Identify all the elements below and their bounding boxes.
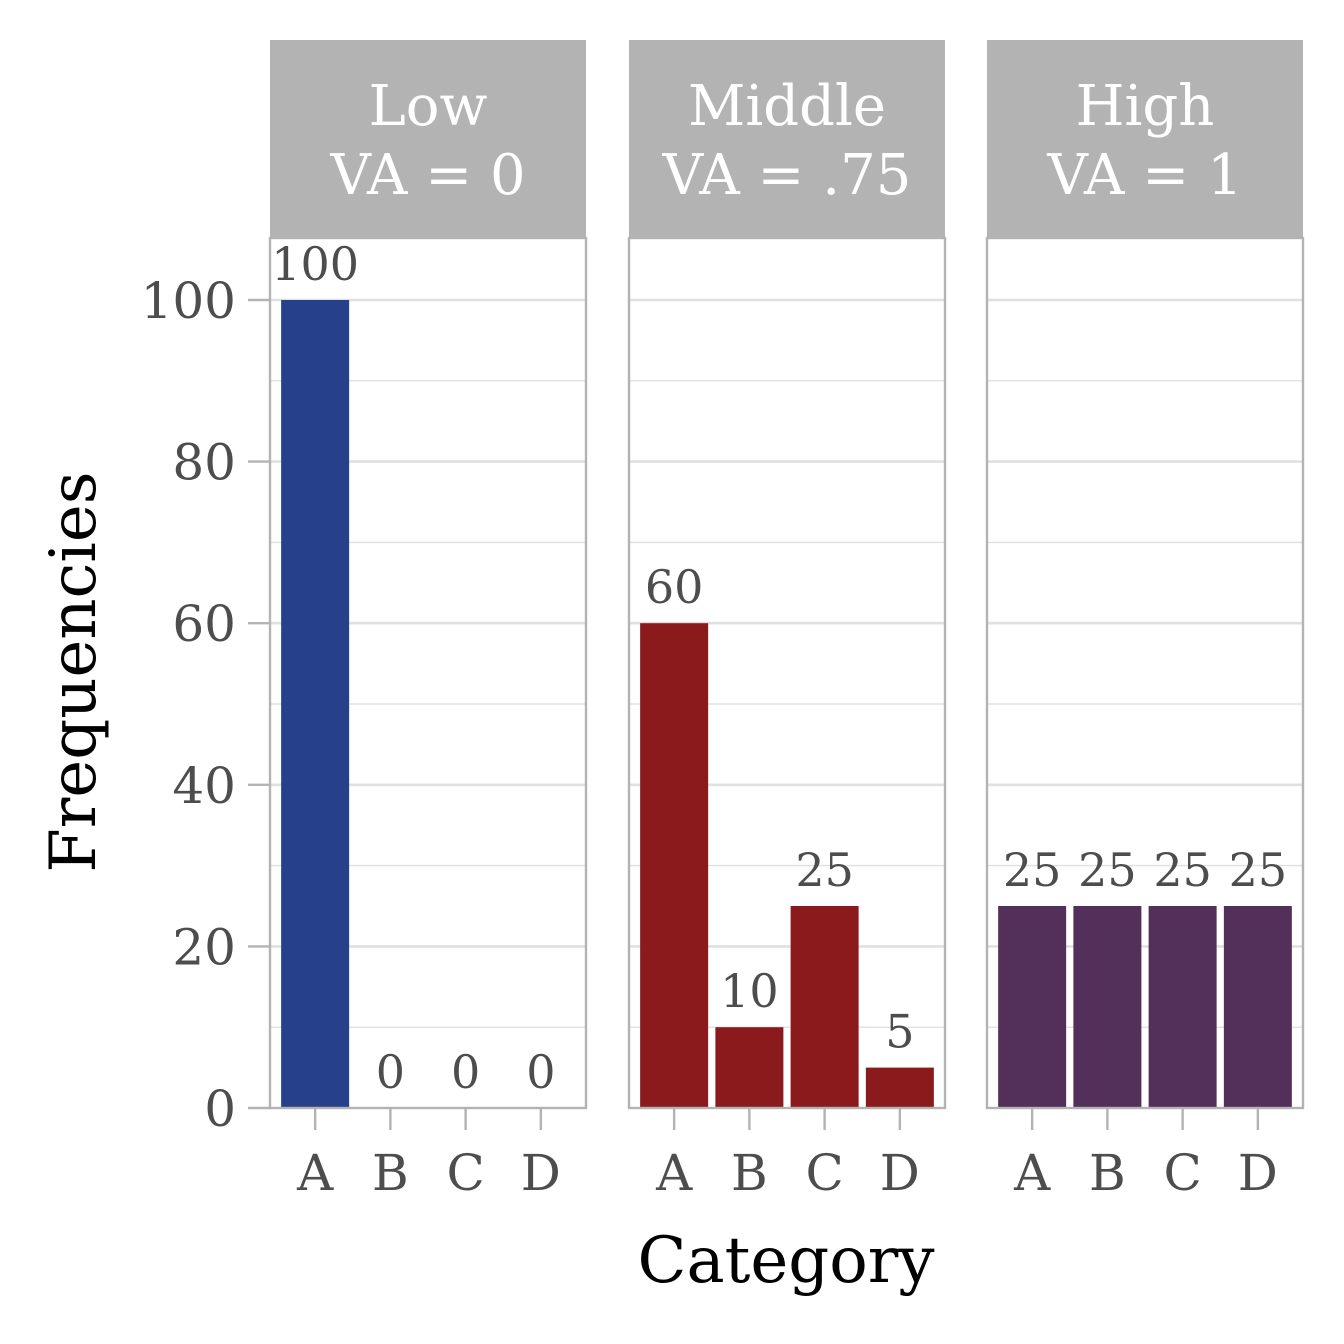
facet-strip-sublabel: VA = .75 (662, 143, 912, 208)
x-tick-label: B (372, 1144, 409, 1202)
bar-value-label: 25 (1153, 843, 1212, 897)
x-tick-label: C (1163, 1144, 1201, 1202)
x-tick-label: D (1238, 1144, 1278, 1202)
bar-high-c (1148, 906, 1217, 1108)
bar-value-label: 60 (645, 560, 704, 614)
facet-strip-label: Middle (688, 74, 886, 139)
facet-strip (270, 40, 586, 238)
x-tick-label: D (880, 1144, 920, 1202)
y-axis: 0 20 40 60 80 100 (141, 272, 270, 1138)
y-tick-label: 60 (172, 595, 236, 653)
y-axis-title: Frequencies (37, 471, 111, 872)
bar-value-label: 0 (451, 1045, 480, 1099)
x-axis-title: Category (638, 1224, 935, 1298)
x-tick-label: C (446, 1144, 484, 1202)
facet-strip (987, 40, 1303, 238)
bar-middle-d (865, 1067, 934, 1108)
bar-value-label: 25 (1003, 843, 1062, 897)
bar-low-a (281, 300, 350, 1108)
facet-strip-sublabel: VA = 0 (329, 143, 525, 208)
y-tick-label: 100 (141, 272, 236, 330)
bar-value-label: 10 (720, 964, 779, 1018)
facet-strip-label: High (1076, 74, 1215, 139)
bar-middle-a (640, 623, 709, 1108)
x-tick-label: A (296, 1144, 334, 1202)
bar-value-label: 25 (1078, 843, 1137, 897)
bar-middle-c (790, 906, 859, 1108)
facet-strip (629, 40, 945, 238)
y-tick-label: 20 (172, 918, 236, 976)
x-tick-label: D (521, 1144, 561, 1202)
bar-high-b (1073, 906, 1142, 1108)
facet-strip-sublabel: VA = 1 (1046, 143, 1242, 208)
bar-middle-b (715, 1027, 784, 1108)
bar-high-d (1223, 906, 1292, 1108)
y-tick-label: 80 (172, 434, 236, 492)
x-tick-label: A (655, 1144, 693, 1202)
x-tick-label: B (731, 1144, 768, 1202)
bar-value-label: 25 (795, 843, 854, 897)
bar-value-label: 25 (1229, 843, 1288, 897)
bar-value-label: 0 (526, 1045, 555, 1099)
bar-value-label: 5 (885, 1005, 914, 1059)
y-tick-label: 0 (204, 1080, 236, 1138)
bar-value-label: 100 (271, 237, 359, 291)
x-tick-label: B (1089, 1144, 1126, 1202)
x-tick-label: C (805, 1144, 843, 1202)
bar-high-a (998, 906, 1067, 1108)
facet-strip-label: Low (369, 74, 488, 139)
bar-value-label: 0 (376, 1045, 405, 1099)
y-tick-label: 40 (172, 757, 236, 815)
x-tick-label: A (1013, 1144, 1051, 1202)
